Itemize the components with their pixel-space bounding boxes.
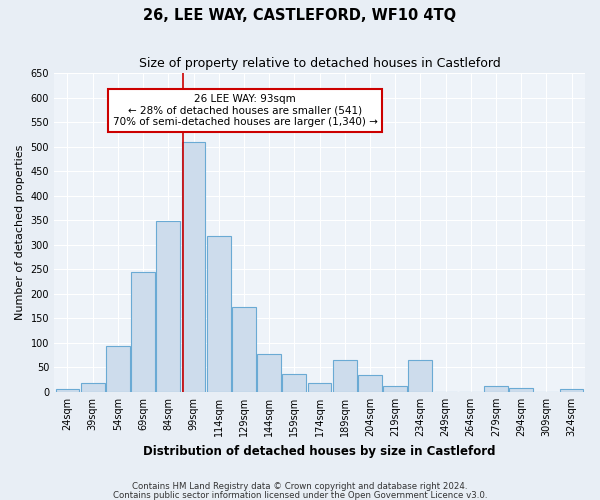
Bar [560,390,583,392]
X-axis label: Distribution of detached houses by size in Castleford: Distribution of detached houses by size … [143,444,496,458]
Bar [409,360,432,392]
Text: 26 LEE WAY: 93sqm
← 28% of detached houses are smaller (541)
70% of semi-detache: 26 LEE WAY: 93sqm ← 28% of detached hous… [113,94,377,127]
Bar [182,142,205,392]
Bar [358,375,382,392]
Bar [131,272,155,392]
Bar [383,386,407,392]
Title: Size of property relative to detached houses in Castleford: Size of property relative to detached ho… [139,58,500,70]
Y-axis label: Number of detached properties: Number of detached properties [15,145,25,320]
Bar [232,307,256,392]
Bar [257,354,281,392]
Bar [207,236,230,392]
Text: Contains public sector information licensed under the Open Government Licence v3: Contains public sector information licen… [113,490,487,500]
Bar [484,386,508,392]
Bar [157,221,180,392]
Bar [56,390,79,392]
Bar [509,388,533,392]
Bar [81,383,104,392]
Bar [308,383,331,392]
Text: Contains HM Land Registry data © Crown copyright and database right 2024.: Contains HM Land Registry data © Crown c… [132,482,468,491]
Bar [333,360,356,392]
Bar [283,374,306,392]
Bar [106,346,130,392]
Text: 26, LEE WAY, CASTLEFORD, WF10 4TQ: 26, LEE WAY, CASTLEFORD, WF10 4TQ [143,8,457,22]
